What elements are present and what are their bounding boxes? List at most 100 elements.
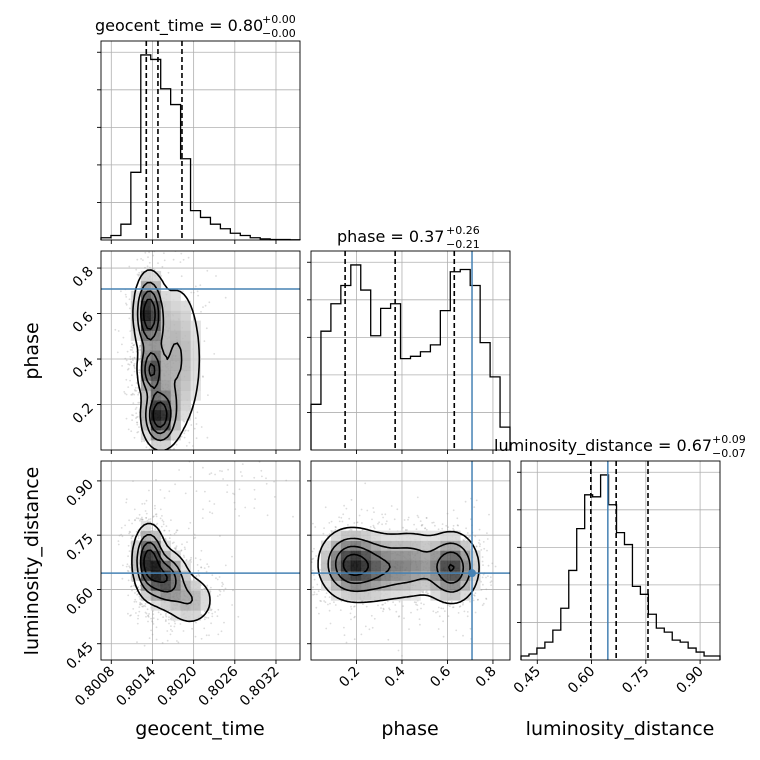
xlabel-geocent-time: geocent_time (135, 718, 264, 740)
pair-phase-vs-luminosity-distance-point (481, 604, 484, 607)
pair-phase-vs-luminosity-distance-density-cell (320, 570, 332, 581)
pair-geocent-time-vs-phase-density-cell (190, 340, 201, 351)
pair-geocent-time-vs-luminosity-distance-point (154, 504, 156, 507)
pair-geocent-time-vs-phase-point (139, 243, 141, 245)
pair-geocent-time-vs-phase-point (124, 392, 126, 395)
pair-phase-vs-luminosity-distance-point (446, 512, 449, 515)
pair-geocent-time-vs-phase-point (127, 386, 130, 388)
pair-geocent-time-vs-phase-point (120, 290, 122, 293)
pair-geocent-time-vs-phase-density-cell (140, 270, 152, 282)
pair-phase-vs-luminosity-distance-density-cell (390, 590, 401, 601)
pair-geocent-time-vs-luminosity-distance-point (126, 563, 129, 566)
pair-geocent-time-vs-luminosity-distance-point (138, 606, 141, 608)
pair-phase-vs-luminosity-distance-density-cell (450, 570, 461, 581)
pair-phase-vs-luminosity-distance-point (356, 521, 359, 524)
pair-phase-vs-luminosity-distance-point (372, 524, 375, 527)
pair-geocent-time-vs-phase-point (182, 491, 184, 493)
pair-phase-vs-luminosity-distance-point (282, 563, 284, 565)
pair-geocent-time-vs-luminosity-distance-density-cell (160, 580, 171, 591)
pair-geocent-time-vs-luminosity-distance-point (207, 611, 210, 614)
pair-geocent-time-vs-luminosity-distance-point (141, 518, 144, 521)
pair-phase-vs-luminosity-distance-density-cell (420, 550, 431, 561)
pair-geocent-time-vs-luminosity-distance-point (129, 531, 132, 534)
pair-phase-vs-luminosity-distance-point (432, 521, 435, 524)
pair-phase-vs-luminosity-distance-point (366, 509, 369, 512)
pair-geocent-time-vs-phase-point (136, 421, 138, 424)
pair-phase-vs-luminosity-distance-point (390, 505, 393, 507)
pair-geocent-time-vs-luminosity-distance-point (214, 473, 217, 476)
pair-phase-vs-luminosity-distance-point (408, 628, 410, 630)
pair-phase-vs-luminosity-distance-point (480, 589, 483, 591)
pair-geocent-time-vs-phase-contour-2 (140, 290, 172, 435)
pair-geocent-time-vs-luminosity-distance-point (132, 534, 135, 537)
pair-geocent-time-vs-phase-density-cell (180, 300, 191, 312)
pair-geocent-time-vs-luminosity-distance-point (224, 564, 227, 567)
pair-phase-vs-luminosity-distance-point (388, 608, 391, 611)
pair-phase-vs-luminosity-distance-point (485, 576, 487, 579)
pair-phase-vs-luminosity-distance-point (334, 604, 337, 606)
pair-geocent-time-vs-phase-point (165, 470, 167, 472)
pair-geocent-time-vs-luminosity-distance-point (193, 579, 196, 581)
pair-geocent-time-vs-phase-point (187, 197, 189, 199)
pair-geocent-time-vs-luminosity-distance-point (135, 530, 138, 533)
pair-phase-vs-luminosity-distance-point (343, 626, 345, 629)
pair-geocent-time-vs-luminosity-distance-density-cell (180, 570, 191, 581)
pair-geocent-time-vs-luminosity-distance-ytick-label-2: 0.75 (63, 531, 96, 564)
pair-geocent-time-vs-phase-density-cell (160, 380, 171, 391)
pair-geocent-time-vs-phase-point (125, 302, 127, 305)
pair-geocent-time-vs-phase-density-cell (170, 320, 181, 331)
hist-luminosity-distance-xtick-label-3: 0.90 (674, 664, 707, 697)
pair-geocent-time-vs-luminosity-distance-point (182, 554, 185, 557)
pair-phase-vs-luminosity-distance-point (419, 520, 422, 522)
pair-phase-vs-luminosity-distance-density-cell (410, 570, 421, 581)
pair-phase-vs-luminosity-distance-point (382, 516, 384, 519)
pair-geocent-time-vs-luminosity-distance-density-cell (200, 590, 211, 601)
pair-geocent-time-vs-luminosity-distance-point (160, 525, 163, 528)
pair-geocent-time-vs-luminosity-distance-point (222, 583, 225, 586)
pair-phase-vs-luminosity-distance-point (382, 607, 385, 610)
pair-phase-vs-luminosity-distance-point (488, 513, 490, 516)
pair-geocent-time-vs-phase-point (208, 301, 211, 304)
pair-geocent-time-vs-phase-point (206, 269, 209, 272)
pair-geocent-time-vs-phase-point (130, 393, 133, 396)
pair-phase-vs-luminosity-distance-point (382, 603, 384, 606)
pair-phase-vs-luminosity-distance-point (478, 528, 481, 531)
pair-geocent-time-vs-luminosity-distance-point (144, 611, 147, 614)
pair-phase-vs-luminosity-distance-point (364, 625, 367, 628)
pair-phase-vs-luminosity-distance-density-cell (400, 550, 411, 561)
pair-phase-vs-luminosity-distance-point (464, 500, 467, 503)
pair-phase-vs-luminosity-distance-density-cell (390, 570, 401, 581)
pair-geocent-time-vs-luminosity-distance-point (203, 627, 206, 630)
pair-geocent-time-vs-phase-point (128, 363, 131, 366)
pair-phase-vs-luminosity-distance-density-cell (390, 540, 401, 551)
pair-phase-vs-luminosity-distance-point (482, 573, 485, 576)
pair-phase-vs-luminosity-distance-point (482, 564, 484, 566)
pair-geocent-time-vs-phase-point (166, 450, 168, 452)
pair-phase-vs-luminosity-distance-point (388, 528, 391, 531)
pair-geocent-time-vs-luminosity-distance-point (152, 617, 155, 620)
pair-phase-vs-luminosity-distance-point (452, 527, 454, 530)
pair-phase-vs-luminosity-distance-point (330, 520, 333, 523)
pair-geocent-time-vs-phase-point (152, 254, 155, 257)
pair-geocent-time-vs-phase-density-cell (130, 300, 142, 312)
pair-phase-vs-luminosity-distance-point (325, 592, 328, 594)
pair-geocent-time-vs-phase-point (143, 470, 145, 472)
pair-geocent-time-vs-luminosity-distance-point (129, 614, 132, 617)
pair-phase-vs-luminosity-distance-point (494, 565, 497, 568)
pair-geocent-time-vs-phase-density-cell (180, 390, 191, 401)
pair-geocent-time-vs-luminosity-distance-point (145, 499, 148, 502)
pair-phase-vs-luminosity-distance-point (315, 555, 317, 557)
pair-phase-vs-luminosity-distance-point (312, 593, 314, 596)
pair-geocent-time-vs-luminosity-distance-point (166, 639, 169, 642)
pair-geocent-time-vs-luminosity-distance-point (233, 501, 236, 504)
pair-geocent-time-vs-luminosity-distance-point (156, 618, 159, 621)
pair-geocent-time-vs-phase-point (139, 286, 142, 288)
pair-phase-vs-luminosity-distance-density-cell (360, 530, 372, 541)
pair-phase-vs-luminosity-distance-point (381, 603, 384, 606)
pair-phase-vs-luminosity-distance-density-cell (370, 580, 381, 591)
pair-phase-vs-luminosity-distance-point (432, 610, 435, 613)
pair-geocent-time-vs-luminosity-distance-point (253, 507, 256, 509)
xlabel-luminosity-distance: luminosity_distance (526, 718, 715, 740)
pair-phase-vs-luminosity-distance-point (319, 599, 322, 602)
pair-geocent-time-vs-luminosity-distance-point (149, 518, 152, 520)
